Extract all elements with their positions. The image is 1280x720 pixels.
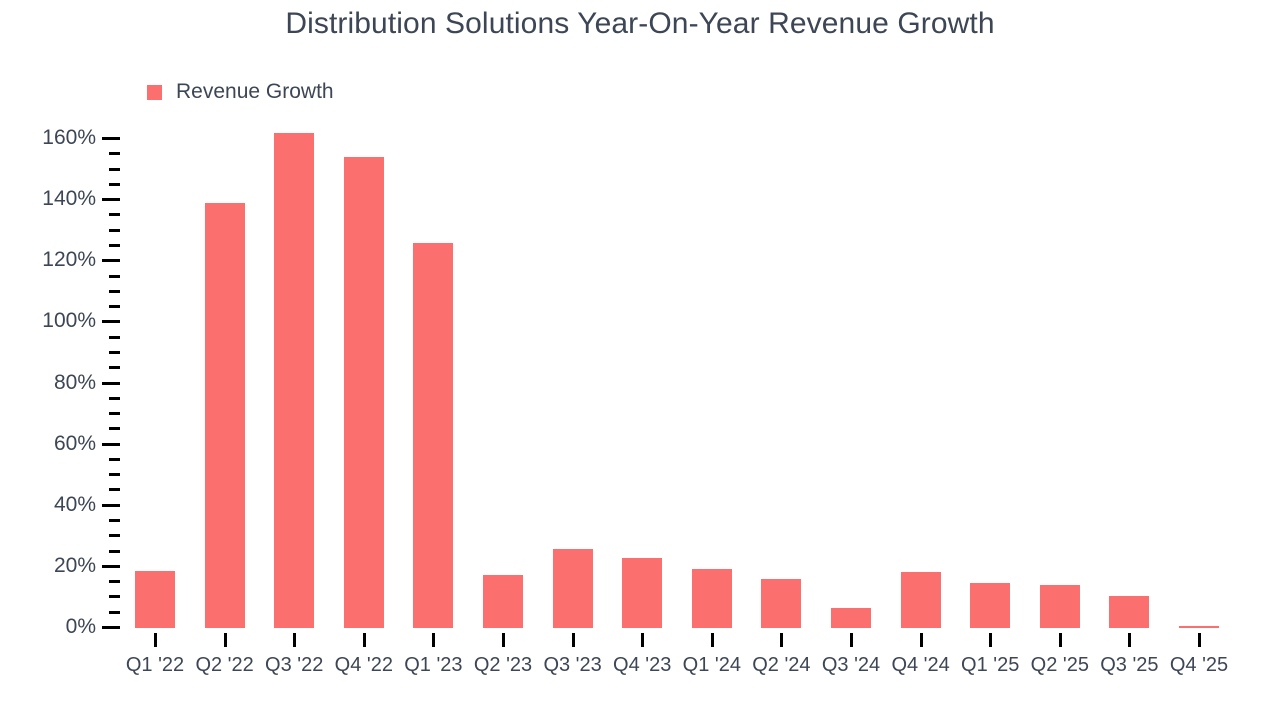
bar[interactable]: [761, 579, 802, 628]
tick-mark: [109, 519, 120, 523]
tick-mark: [109, 274, 120, 278]
x-axis-tick-label: Q2 '24: [752, 654, 811, 676]
tick-mark: [102, 137, 120, 140]
y-axis-tick-label: 40%: [53, 492, 96, 516]
bar[interactable]: [1109, 595, 1150, 628]
bar[interactable]: [343, 157, 384, 628]
tick-mark: [154, 633, 157, 647]
tick-mark: [109, 167, 120, 171]
y-axis-tick-label: 20%: [53, 553, 96, 577]
chart-title: Distribution Solutions Year-On-Year Reve…: [285, 7, 995, 40]
bar[interactable]: [900, 572, 941, 628]
tick-mark: [1198, 633, 1201, 647]
bar[interactable]: [1039, 585, 1080, 628]
bar[interactable]: [691, 569, 732, 628]
bar[interactable]: [483, 575, 523, 628]
bar[interactable]: [552, 548, 593, 628]
x-axis-tick-label: Q2 '22: [195, 654, 254, 676]
tick-mark: [710, 633, 714, 647]
y-axis-tick-label: 160%: [42, 126, 96, 149]
tick-mark: [109, 412, 120, 416]
tick-mark: [109, 152, 120, 156]
tick-mark: [109, 182, 120, 186]
tick-mark: [641, 633, 645, 647]
tick-mark: [102, 198, 120, 202]
tick-mark: [109, 366, 120, 370]
legend-label-revenue-growth: Revenue Growth: [176, 80, 334, 103]
bar[interactable]: [204, 203, 245, 628]
tick-mark: [109, 473, 120, 477]
tick-mark: [989, 633, 993, 647]
tick-mark: [109, 595, 120, 599]
x-axis-tick-label: Q4 '25: [1169, 654, 1229, 676]
tick-mark: [102, 626, 120, 629]
x-axis: Q1 '22 Q2 '22 Q3 '22 Q4 '22 Q1 '23 Q2 '23 Q3 '…: [120, 628, 1260, 708]
y-axis-tick-label: 140%: [42, 187, 96, 211]
y-axis-tick-label: 0%: [65, 615, 96, 638]
tick-mark: [109, 610, 120, 614]
tick-mark: [109, 580, 120, 584]
bar[interactable]: [135, 571, 175, 628]
x-axis-tick-label: Q3 '24: [821, 654, 881, 676]
tick-mark: [223, 633, 227, 647]
plot-area: [120, 130, 1260, 628]
x-axis-tick-label: Q3 '22: [265, 654, 324, 676]
tick-mark: [109, 305, 120, 309]
tick-mark: [293, 633, 297, 647]
tick-mark: [502, 633, 505, 647]
tick-mark: [571, 633, 575, 647]
tick-mark: [1058, 633, 1062, 647]
tick-mark: [102, 259, 120, 263]
tick-mark: [102, 320, 120, 324]
y-axis-tick-label: 80%: [53, 370, 96, 394]
tick-mark: [109, 289, 120, 293]
bar[interactable]: [1179, 626, 1219, 628]
tick-mark: [432, 633, 436, 647]
bar[interactable]: [274, 132, 315, 628]
x-axis-tick-label: Q1 '24: [682, 654, 741, 676]
tick-mark: [102, 564, 120, 568]
x-axis-tick-label: Q2 '23: [473, 654, 533, 676]
tick-mark: [1128, 633, 1132, 647]
x-axis-tick-label: Q3 '23: [543, 654, 602, 676]
tick-mark: [109, 228, 120, 232]
tick-mark: [109, 396, 120, 400]
tick-mark: [780, 633, 784, 647]
x-axis-tick-label: Q3 '25: [1100, 654, 1159, 676]
y-axis: 0% 20% 40% 60% 80% 100% 120% 140% 160%: [0, 126, 120, 638]
x-axis-tick-label: Q4 '22: [334, 654, 393, 676]
y-axis-tick-label: 120%: [42, 248, 96, 272]
chart-legend: Revenue Growth: [147, 78, 334, 106]
y-axis-tick-label: 100%: [42, 309, 96, 333]
tick-mark: [850, 633, 853, 647]
y-axis-tick-label: 60%: [53, 431, 96, 455]
bar[interactable]: [831, 608, 871, 628]
bar[interactable]: [413, 242, 454, 628]
tick-mark: [109, 427, 120, 431]
tick-mark: [362, 633, 366, 647]
x-axis-tick-label: Q2 '25: [1030, 654, 1089, 676]
bar[interactable]: [622, 558, 663, 628]
x-axis-tick-label: Q1 '22: [125, 654, 185, 676]
tick-mark: [102, 503, 120, 507]
tick-mark: [109, 243, 120, 247]
x-axis-tick-label: Q1 '25: [961, 654, 1020, 676]
tick-mark: [109, 335, 120, 339]
tick-mark: [102, 442, 120, 446]
x-axis-tick-label: Q4 '24: [891, 654, 950, 676]
tick-mark: [919, 633, 923, 647]
tick-mark: [102, 381, 120, 385]
x-axis-tick-label: Q1 '23: [404, 654, 463, 676]
tick-mark: [109, 534, 120, 538]
legend-swatch-revenue-growth: [147, 84, 162, 100]
bar[interactable]: [970, 582, 1011, 628]
x-axis-tick-label: Q4 '23: [613, 654, 672, 676]
tick-mark: [109, 350, 120, 354]
tick-mark: [109, 549, 120, 553]
tick-mark: [109, 457, 120, 461]
tick-mark: [109, 213, 120, 217]
tick-mark: [109, 488, 120, 492]
